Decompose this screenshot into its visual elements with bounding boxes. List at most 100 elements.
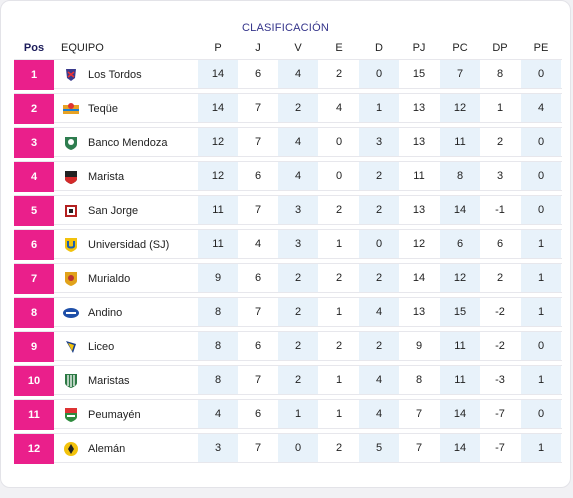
team-name[interactable]: Liceo: [88, 341, 115, 353]
cell-d: 2: [359, 264, 399, 292]
los-tordos-logo-icon: [62, 66, 80, 84]
standings-card: CLASIFICACIÓN Pos EQUIPO P J V E D PJ PC…: [0, 0, 571, 488]
table-row: 12 Alemán 3 7 0 2 5 7 14 -7 1: [14, 433, 562, 464]
header-pc: PC: [452, 42, 468, 54]
team-name[interactable]: San Jorge: [88, 205, 139, 217]
cell-v: 2: [278, 366, 318, 394]
table-row: 3 Banco Mendoza 12 7 4 0 3 13 11 2 0: [14, 127, 562, 158]
table-header: Pos EQUIPO P J V E D PJ PC DP PE: [1, 42, 573, 56]
cell-pe: 4: [521, 94, 561, 122]
cell-pe: 0: [521, 400, 561, 428]
position-badge: 2: [14, 94, 54, 124]
table-row: 2 Teqüe 14 7 2 4 1 13 12 1 4: [14, 93, 562, 124]
header-pos: Pos: [23, 42, 45, 54]
cell-e: 2: [335, 68, 343, 80]
cell-d: 2: [359, 332, 399, 360]
cell-pc: 11: [440, 332, 480, 360]
liceo-logo-icon: [62, 338, 80, 356]
cell-p: 11: [198, 196, 238, 224]
cell-pj: 12: [412, 238, 426, 250]
cell-v: 3: [278, 230, 318, 258]
team-name[interactable]: Alemán: [88, 443, 126, 455]
cell-d: 2: [359, 196, 399, 224]
table-row: 10 Maristas 8 7 2 1 4 8 11 -3 1: [14, 365, 562, 396]
team-name[interactable]: Teqüe: [88, 103, 118, 115]
cell-j: 7: [254, 102, 262, 114]
cell-pe: 1: [521, 298, 561, 326]
cell-pc: 15: [440, 298, 480, 326]
cell-p: 12: [198, 162, 238, 190]
cell-pc: 8: [440, 162, 480, 190]
cell-pe: 0: [521, 332, 561, 360]
cell-pe: 1: [521, 366, 561, 394]
cell-p: 3: [198, 434, 238, 462]
cell-pe: 0: [521, 128, 561, 156]
cell-dp: -2: [495, 306, 505, 318]
cell-e: 2: [335, 442, 343, 454]
team-name[interactable]: Andino: [88, 307, 123, 319]
cell-pj: 11: [413, 170, 425, 182]
cell-j: 6: [254, 272, 262, 284]
cell-pc: 7: [440, 60, 480, 88]
header-dp: DP: [492, 42, 508, 54]
cell-v: 4: [278, 60, 318, 88]
header-e: E: [335, 42, 343, 54]
cell-j: 4: [254, 238, 262, 250]
cell-pe: 0: [521, 60, 561, 88]
cell-dp: 1: [496, 102, 504, 114]
peumayen-logo-icon: [62, 406, 80, 424]
cell-v: 2: [278, 298, 318, 326]
cell-pc: 12: [440, 94, 480, 122]
cell-dp: -2: [495, 340, 505, 352]
cell-v: 4: [278, 128, 318, 156]
teque-logo-icon: [62, 100, 80, 118]
team-name[interactable]: Los Tordos: [88, 69, 142, 81]
cell-v: 2: [278, 264, 318, 292]
cell-j: 6: [254, 408, 262, 420]
team-name[interactable]: Peumayén: [88, 409, 141, 421]
cell-j: 7: [254, 136, 262, 148]
team-name[interactable]: Banco Mendoza: [88, 137, 168, 149]
cell-pe: 1: [521, 230, 561, 258]
table-row: 7 Murialdo 9 6 2 2 2 14 12 2 1: [14, 263, 562, 294]
team-name[interactable]: Marista: [88, 171, 125, 183]
aleman-logo-icon: [62, 440, 80, 458]
murialdo-logo-icon: [62, 270, 80, 288]
cell-pc: 14: [440, 196, 480, 224]
cell-pc: 14: [440, 400, 480, 428]
cell-d: 1: [359, 94, 399, 122]
cell-j: 7: [254, 204, 262, 216]
header-j: J: [255, 42, 261, 54]
header-pe: PE: [533, 42, 549, 54]
cell-d: 4: [359, 400, 399, 428]
cell-d: 0: [359, 230, 399, 258]
team-name[interactable]: Maristas: [88, 375, 130, 387]
table-row: 11 Peumayén 4 6 1 1 4 7 14 -7 0: [14, 399, 562, 430]
cell-p: 14: [198, 94, 238, 122]
table-row: 9 Liceo 8 6 2 2 2 9 11 -2 0: [14, 331, 562, 362]
team-name[interactable]: Murialdo: [88, 273, 131, 285]
team-name[interactable]: Universidad (SJ): [88, 239, 170, 251]
cell-pe: 0: [521, 196, 561, 224]
cell-e: 1: [335, 374, 343, 386]
cell-e: 2: [335, 340, 343, 352]
cell-pj: 8: [415, 374, 423, 386]
cell-pj: 14: [412, 272, 426, 284]
position-badge: 4: [14, 162, 54, 192]
cell-pj: 7: [415, 408, 423, 420]
cell-p: 12: [198, 128, 238, 156]
san-jorge-logo-icon: [62, 202, 80, 220]
cell-pe: 1: [521, 264, 561, 292]
cell-pe: 1: [521, 434, 561, 462]
cell-pj: 15: [412, 68, 426, 80]
cell-p: 11: [198, 230, 238, 258]
table-row: 1 Los Tordos 14 6 4 2 0 15 7 8 0: [14, 59, 562, 90]
header-team: EQUIPO: [61, 42, 104, 54]
cell-v: 2: [278, 332, 318, 360]
cell-pj: 13: [412, 102, 426, 114]
header-pj: PJ: [412, 42, 426, 54]
cell-j: 7: [254, 374, 262, 386]
table-row: 4 Marista 12 6 4 0 2 11 8 3 0: [14, 161, 562, 192]
cell-d: 5: [359, 434, 399, 462]
cell-p: 8: [198, 298, 238, 326]
